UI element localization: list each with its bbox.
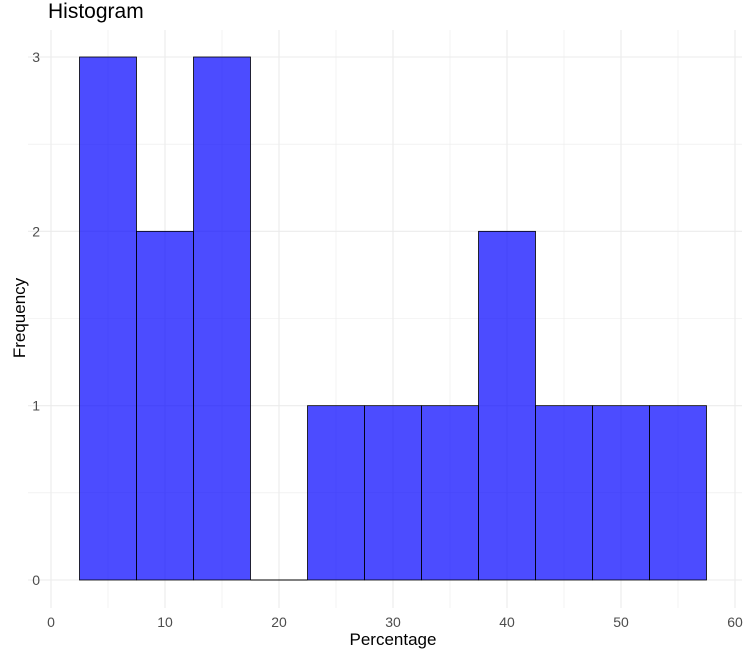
histogram-bar: [421, 405, 479, 581]
x-axis-label: Percentage: [349, 630, 437, 649]
x-tick-label: 10: [157, 614, 173, 630]
x-tick-label: 60: [727, 614, 743, 630]
bars: [79, 56, 707, 581]
histogram-bar: [79, 56, 137, 581]
chart-title: Histogram: [48, 0, 144, 23]
x-tick-label: 30: [385, 614, 401, 630]
y-tick-label: 0: [32, 572, 40, 588]
x-tick-label: 40: [499, 614, 515, 630]
y-tick-label: 2: [32, 223, 40, 239]
x-tick-label: 50: [613, 614, 629, 630]
y-axis-ticks: 0 1 2 3: [32, 49, 40, 588]
histogram-bar: [307, 405, 365, 581]
x-axis-ticks: 0 10 20 30 40 50 60: [47, 614, 743, 630]
y-tick-label: 3: [32, 49, 40, 65]
histogram-bar: [364, 405, 422, 581]
x-tick-label: 20: [271, 614, 287, 630]
histogram-bar: [592, 405, 650, 581]
histogram-bar: [136, 230, 194, 581]
histogram-bar: [649, 405, 707, 581]
x-tick-label: 0: [47, 614, 55, 630]
y-axis-label: Frequency: [10, 277, 29, 359]
y-tick-label: 1: [32, 398, 40, 414]
histogram-bar: [478, 230, 536, 581]
histogram-bar: [193, 56, 251, 581]
histogram-bar: [535, 405, 593, 581]
